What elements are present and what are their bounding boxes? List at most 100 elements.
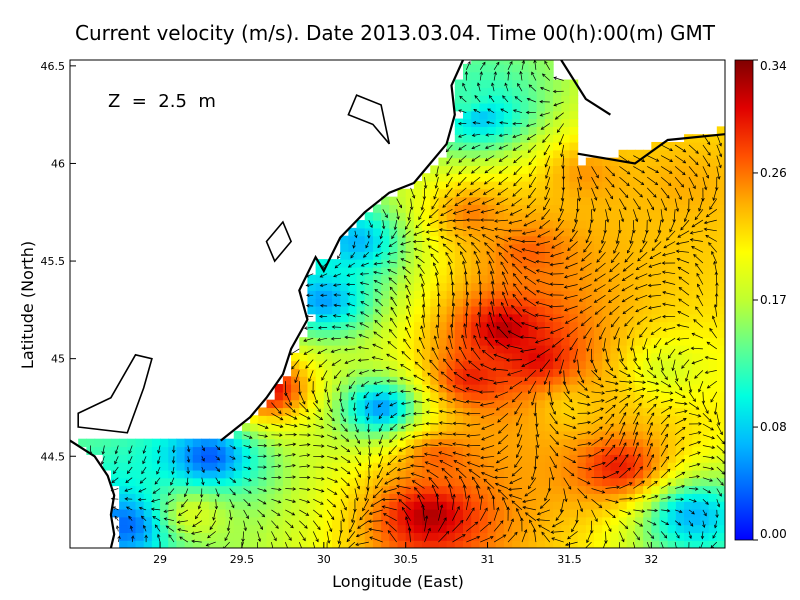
speed-cell <box>716 493 725 502</box>
velocity-arrowhead <box>382 489 387 494</box>
speed-cell <box>569 352 579 362</box>
speed-cell <box>675 462 685 471</box>
velocity-arrow <box>535 327 550 329</box>
speed-cell <box>463 110 472 120</box>
speed-cell <box>634 274 644 284</box>
velocity-arrow <box>512 294 523 307</box>
velocity-arrow <box>548 381 551 396</box>
speed-cell <box>675 438 685 448</box>
speed-cell <box>667 423 677 432</box>
speed-cell <box>528 415 538 424</box>
speed-cell <box>544 165 554 174</box>
speed-cell <box>659 485 669 494</box>
velocity-arrowhead <box>497 489 502 493</box>
speed-cell <box>446 493 456 502</box>
speed-cell <box>528 305 538 315</box>
speed-cell <box>610 360 620 370</box>
speed-cell <box>364 329 374 338</box>
speed-cell <box>569 516 579 526</box>
speed-cell <box>667 360 677 370</box>
speed-cell <box>364 235 374 245</box>
speed-cell <box>356 415 366 424</box>
speed-cell <box>233 485 243 494</box>
velocity-arrow <box>510 254 523 264</box>
speed-cell <box>364 243 374 252</box>
speed-cell <box>307 501 317 510</box>
velocity-arrowhead <box>514 531 518 536</box>
speed-cell <box>192 508 202 518</box>
velocity-arrowhead <box>420 283 425 287</box>
velocity-arrowhead <box>627 335 631 340</box>
velocity-arrowhead <box>403 274 408 279</box>
speed-cell <box>561 508 571 518</box>
velocity-arrowhead <box>676 323 681 328</box>
velocity-arrow <box>712 315 718 328</box>
speed-cell <box>430 173 440 182</box>
velocity-arrowhead <box>624 366 628 371</box>
speed-cell <box>422 290 431 299</box>
velocity-arrow <box>646 404 657 414</box>
speed-cell <box>626 290 636 299</box>
speed-cell <box>454 118 464 127</box>
velocity-arrow <box>303 348 314 355</box>
speed-cell <box>618 352 628 362</box>
speed-cell <box>233 524 243 533</box>
speed-cell <box>405 266 415 276</box>
velocity-arrowhead <box>450 281 455 286</box>
speed-cell <box>471 274 480 284</box>
velocity-arrowhead <box>709 327 713 332</box>
velocity-arrow <box>333 284 342 286</box>
speed-cell <box>463 462 472 471</box>
speed-cell <box>602 337 611 346</box>
velocity-arrowhead <box>334 467 339 472</box>
speed-cell <box>618 266 628 276</box>
velocity-arrowhead <box>473 250 477 255</box>
speed-cell <box>381 376 390 385</box>
speed-cell <box>479 141 489 151</box>
velocity-arrowhead <box>480 464 484 468</box>
speed-cell <box>561 259 571 268</box>
speed-cell <box>381 423 390 432</box>
speed-cell <box>643 485 652 494</box>
speed-cell <box>479 274 489 284</box>
velocity-arrowhead <box>649 432 653 436</box>
velocity-arrow <box>285 498 296 503</box>
speed-cell <box>684 173 693 182</box>
velocity-arrow <box>563 391 573 403</box>
velocity-arrow <box>299 465 310 468</box>
speed-cell <box>348 376 358 385</box>
speed-cell <box>675 188 685 198</box>
speed-cell <box>692 391 702 401</box>
speed-cell <box>512 305 521 315</box>
velocity-arrow <box>591 488 605 493</box>
speed-cell <box>340 329 349 338</box>
velocity-arrowhead <box>707 490 712 494</box>
velocity-arrowhead <box>359 281 364 285</box>
speed-cell <box>618 243 628 252</box>
speed-cell <box>512 329 521 338</box>
speed-cell <box>487 181 497 190</box>
speed-cell <box>479 477 489 487</box>
speed-cell <box>651 313 661 323</box>
speed-cell <box>708 235 718 245</box>
velocity-arrowhead <box>572 425 577 430</box>
speed-cell <box>544 399 554 409</box>
velocity-arrowhead <box>142 450 146 454</box>
velocity-arrowhead <box>438 451 442 455</box>
speed-cell <box>413 282 423 291</box>
velocity-arrowhead <box>367 476 371 480</box>
speed-cell <box>643 204 652 213</box>
speed-cell <box>520 235 530 245</box>
velocity-arrow <box>487 486 495 500</box>
speed-cell <box>594 212 603 221</box>
velocity-arrowhead <box>427 372 431 376</box>
speed-cell <box>594 438 603 448</box>
speed-cell <box>250 493 259 502</box>
speed-cell <box>577 399 587 409</box>
speed-cell <box>381 368 390 377</box>
velocity-arrow <box>622 294 634 303</box>
speed-cell <box>168 462 178 471</box>
speed-cell <box>151 462 161 471</box>
speed-cell <box>700 243 710 252</box>
speed-cell <box>487 446 497 455</box>
